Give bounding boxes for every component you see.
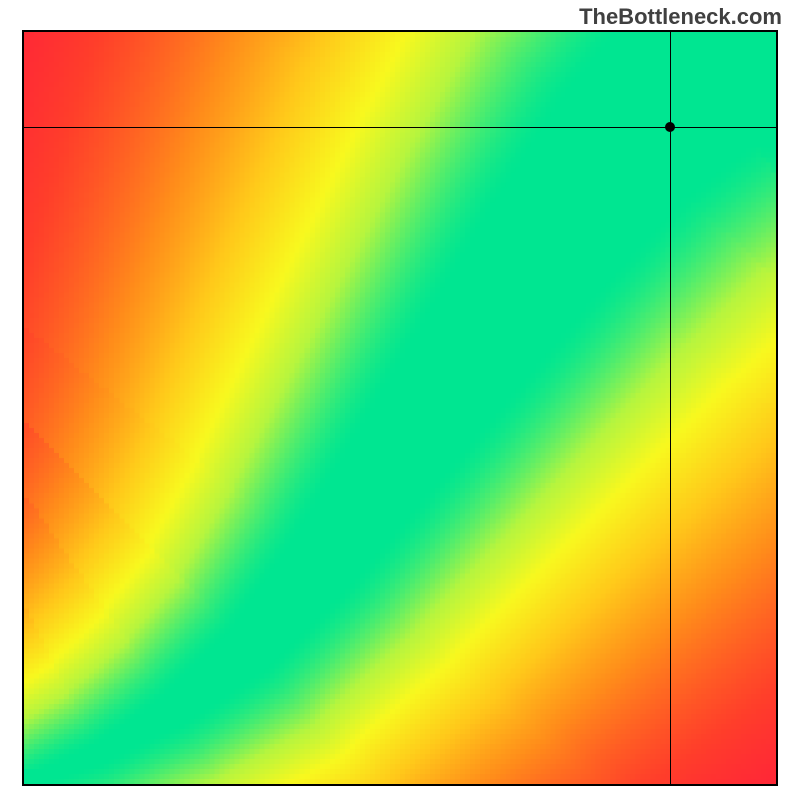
- watermark-text: TheBottleneck.com: [579, 4, 782, 30]
- crosshair-vertical: [670, 32, 671, 784]
- crosshair-horizontal: [24, 127, 776, 128]
- heatmap-plot: [22, 30, 778, 786]
- chart-container: TheBottleneck.com: [0, 0, 800, 800]
- crosshair-marker: [665, 122, 675, 132]
- heatmap-canvas: [24, 32, 776, 784]
